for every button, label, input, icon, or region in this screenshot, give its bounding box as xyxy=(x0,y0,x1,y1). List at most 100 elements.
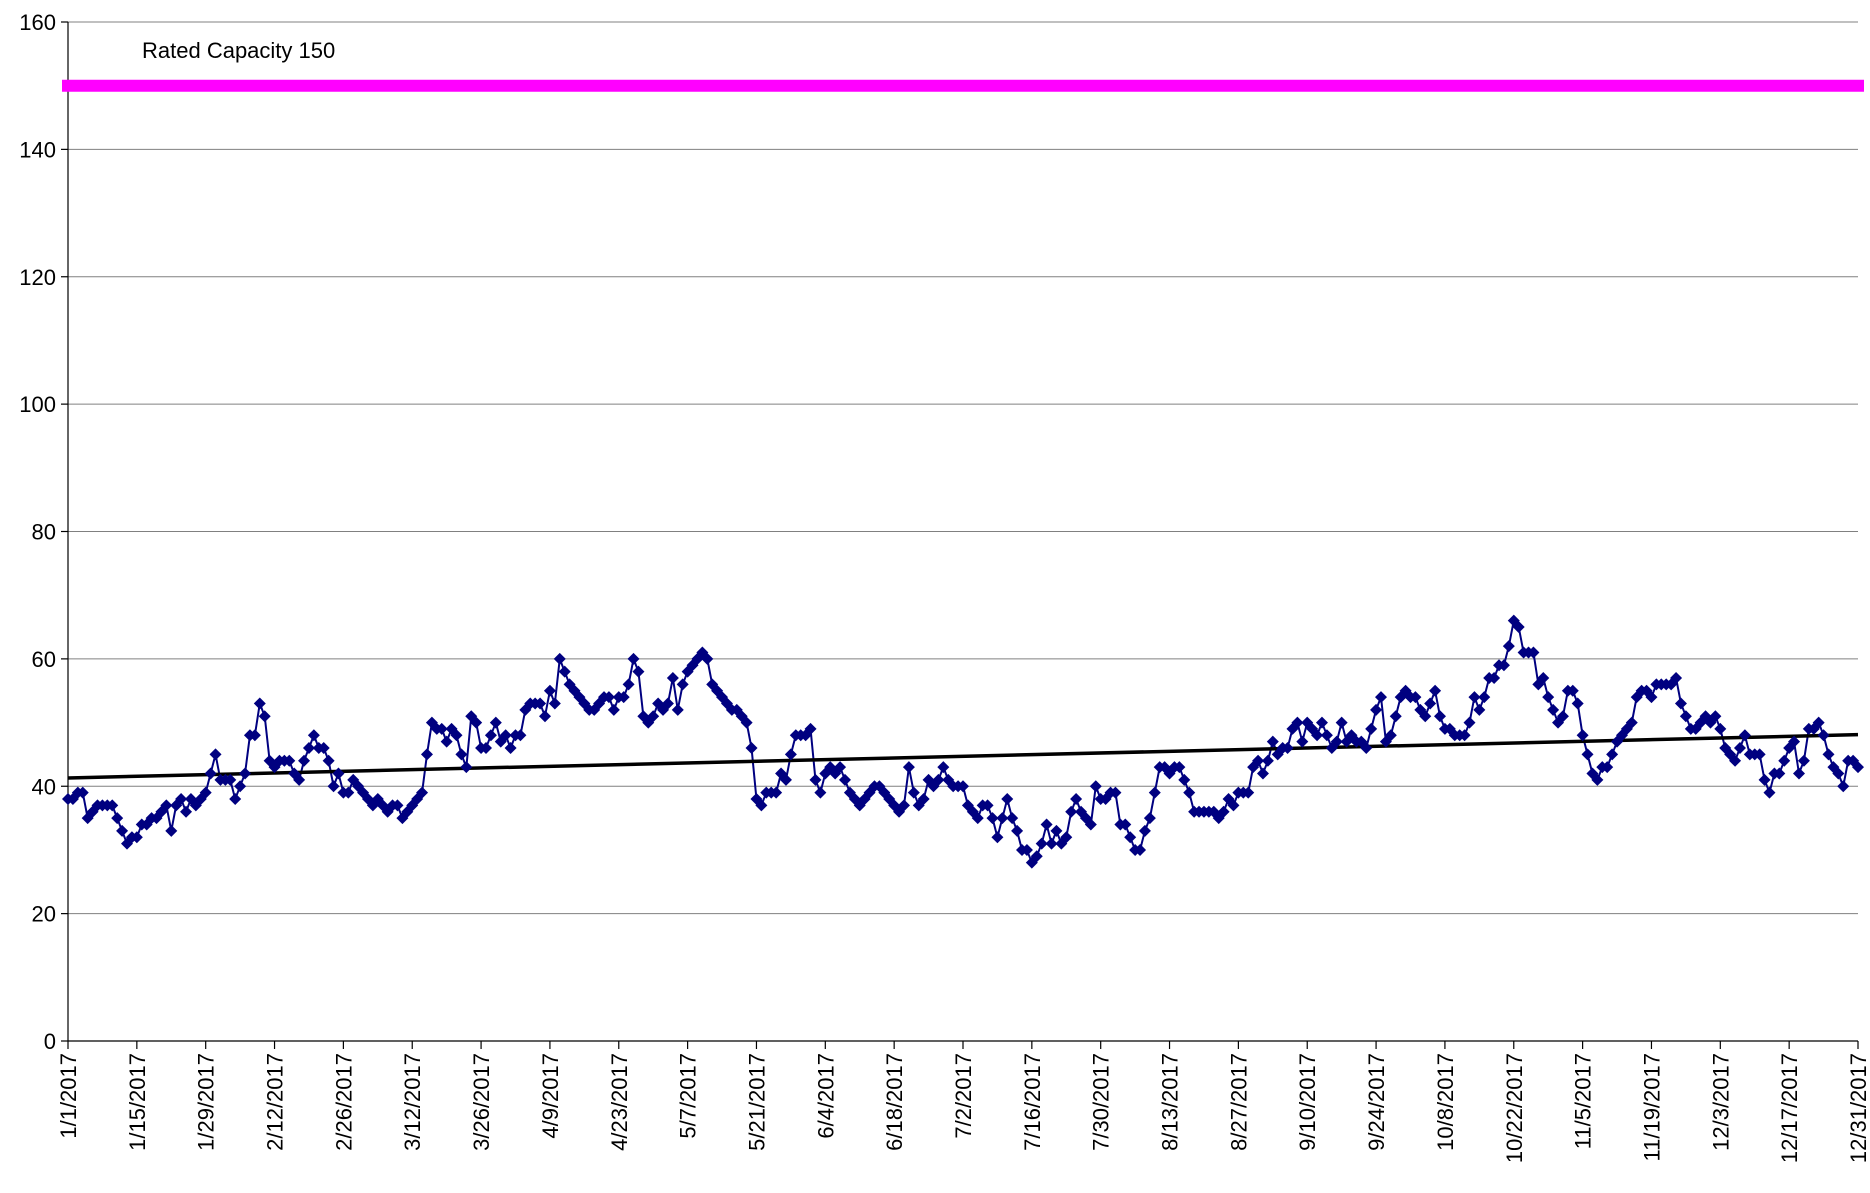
data-point xyxy=(1315,716,1328,729)
data-point xyxy=(1035,837,1048,850)
data-point xyxy=(1089,780,1102,793)
x-tick-label: 2/12/2017 xyxy=(263,1053,288,1151)
trend-line xyxy=(67,732,1859,780)
data-point xyxy=(1729,754,1742,767)
data-point xyxy=(435,722,448,735)
data-point xyxy=(1311,729,1324,742)
data-point xyxy=(209,748,222,761)
data-point xyxy=(1763,786,1776,799)
data-point xyxy=(666,671,679,684)
data-point xyxy=(1502,640,1515,653)
data-point xyxy=(1547,703,1560,716)
data-point xyxy=(1738,729,1751,742)
data-point xyxy=(1601,761,1614,774)
data-point xyxy=(1374,691,1387,704)
data-point xyxy=(1266,735,1279,748)
x-tick-label: 8/27/2017 xyxy=(1226,1053,1251,1151)
x-tick-label: 3/12/2017 xyxy=(400,1053,425,1151)
x-tick-label: 6/4/2017 xyxy=(813,1053,838,1139)
data-point xyxy=(1778,754,1791,767)
data-point xyxy=(293,773,306,786)
data-point xyxy=(932,773,945,786)
data-point xyxy=(627,652,640,665)
data-point xyxy=(622,678,635,691)
data-point xyxy=(1576,729,1589,742)
data-point xyxy=(1335,716,1348,729)
data-point xyxy=(1478,691,1491,704)
y-tick-label: 20 xyxy=(32,902,56,927)
data-point xyxy=(1473,703,1486,716)
data-point xyxy=(1291,716,1304,729)
data-point xyxy=(617,691,630,704)
data-point xyxy=(317,742,330,755)
data-point xyxy=(1109,786,1122,799)
data-point xyxy=(420,748,433,761)
data-point xyxy=(534,697,547,710)
data-point xyxy=(1822,748,1835,761)
data-point xyxy=(1060,831,1073,844)
data-point xyxy=(1733,742,1746,755)
data-point xyxy=(1468,691,1481,704)
x-tick-label: 11/19/2017 xyxy=(1639,1053,1664,1161)
data-point xyxy=(1227,799,1240,812)
y-tick-label: 140 xyxy=(19,137,56,162)
data-point xyxy=(740,716,753,729)
x-tick-label: 12/17/2017 xyxy=(1777,1053,1802,1163)
data-point xyxy=(391,799,404,812)
data-point xyxy=(1050,824,1063,837)
data-point xyxy=(1011,824,1024,837)
data-point xyxy=(1365,722,1378,735)
x-tick-label: 9/10/2017 xyxy=(1295,1053,1320,1151)
data-point xyxy=(1753,748,1766,761)
data-point xyxy=(342,786,355,799)
data-point xyxy=(106,799,119,812)
data-point xyxy=(1714,722,1727,735)
data-point xyxy=(1320,729,1333,742)
x-tick-label: 11/5/2017 xyxy=(1571,1053,1596,1149)
data-point xyxy=(165,824,178,837)
x-tick-label: 8/13/2017 xyxy=(1158,1053,1183,1151)
data-point xyxy=(327,780,340,793)
data-point xyxy=(647,710,660,723)
data-point xyxy=(607,703,620,716)
y-tick-label: 120 xyxy=(19,265,56,290)
data-point xyxy=(489,716,502,729)
data-point xyxy=(1817,729,1830,742)
data-point xyxy=(1281,742,1294,755)
data-point xyxy=(902,761,915,774)
data-point xyxy=(1070,792,1083,805)
data-point xyxy=(1670,671,1683,684)
data-point xyxy=(1488,671,1501,684)
data-point xyxy=(450,729,463,742)
data-point xyxy=(1542,691,1555,704)
data-point xyxy=(1134,843,1147,856)
data-point xyxy=(1429,684,1442,697)
x-tick-label: 4/9/2017 xyxy=(538,1053,563,1139)
x-tick-label: 1/1/2017 xyxy=(56,1053,81,1139)
data-point xyxy=(1537,671,1550,684)
data-point xyxy=(1360,742,1373,755)
data-point xyxy=(897,799,910,812)
data-point xyxy=(671,703,684,716)
data-point xyxy=(234,780,247,793)
data-point xyxy=(130,831,143,844)
data-point xyxy=(755,799,768,812)
data-point xyxy=(253,697,266,710)
data-point xyxy=(1645,691,1658,704)
data-point xyxy=(1556,710,1569,723)
data-point xyxy=(784,748,797,761)
data-point xyxy=(484,729,497,742)
data-point xyxy=(1434,710,1447,723)
data-point xyxy=(701,652,714,665)
data-point xyxy=(455,748,468,761)
data-point xyxy=(539,710,552,723)
data-point xyxy=(175,792,188,805)
data-point xyxy=(116,824,129,837)
data-point xyxy=(1571,697,1584,710)
x-tick-label: 12/31/2017 xyxy=(1846,1053,1870,1163)
data-point xyxy=(602,691,615,704)
data-point xyxy=(1788,735,1801,748)
data-point xyxy=(971,812,984,825)
x-tick-label: 7/16/2017 xyxy=(1020,1053,1045,1151)
data-point xyxy=(1124,831,1137,844)
